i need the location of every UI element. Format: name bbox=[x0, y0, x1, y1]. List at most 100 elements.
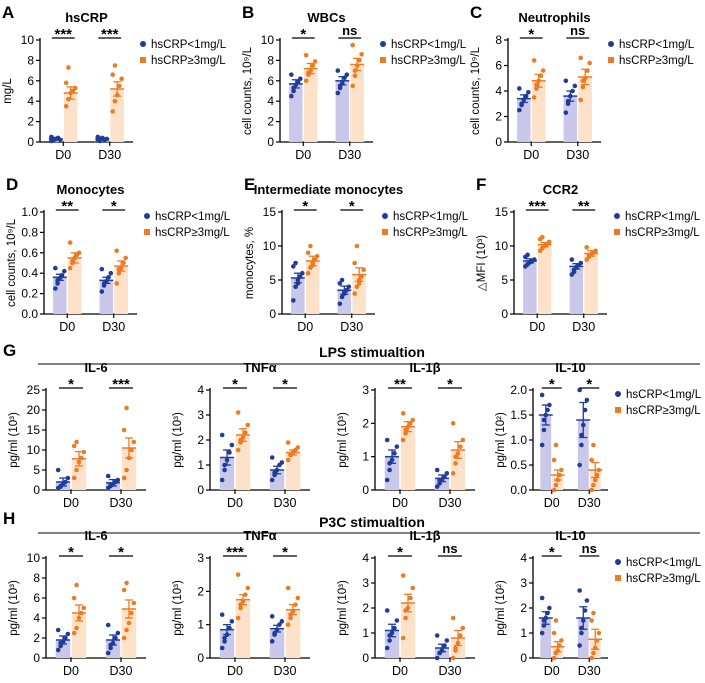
panel-h4-point-high bbox=[591, 610, 596, 616]
panel-f-legend-label-high: hsCRP≥3mg/L bbox=[625, 227, 700, 239]
panel-b-letter: B bbox=[242, 3, 254, 22]
panel-h2-sig-label: * bbox=[282, 544, 288, 561]
panel-g2-ylabel: pg/ml (10³) bbox=[172, 412, 184, 468]
panel-h1-point-high bbox=[121, 635, 127, 641]
panel-g1-y-tick-label: 15 bbox=[27, 423, 41, 437]
panel-g2-point-high bbox=[245, 422, 251, 428]
panel-h3-bar-high bbox=[450, 638, 466, 658]
panel-g1-y-tick-label: 5 bbox=[33, 463, 40, 477]
panel-b-point-low bbox=[335, 68, 341, 73]
panel-h3-bar-low bbox=[434, 648, 450, 658]
panel-h3-point-high bbox=[408, 595, 413, 601]
panel-e-y-tick-label: 10 bbox=[263, 239, 277, 253]
panel-c-point-high bbox=[580, 84, 586, 90]
panel-h2-point-high bbox=[285, 585, 291, 591]
panel-g3-point-low bbox=[434, 467, 440, 473]
panel-h4-bar-low bbox=[540, 618, 552, 658]
panel-b-point-low bbox=[344, 72, 350, 77]
panel-h2-x-tick-label: D30 bbox=[274, 664, 297, 678]
panel-g3-y-tick-label: 3 bbox=[362, 383, 369, 397]
panel-d-bar-low bbox=[53, 277, 67, 314]
panel-b-legend-marker-low bbox=[380, 41, 386, 47]
panel-g3-bar-high bbox=[450, 450, 466, 490]
panel-a-y-tick-label: 6 bbox=[27, 74, 34, 88]
panel-h4-point-high bbox=[596, 630, 602, 636]
panel-e-x-tick-label: D30 bbox=[340, 320, 363, 334]
panel-g2-y-tick-label: 3 bbox=[197, 408, 204, 422]
panel-g3-point-high bbox=[450, 471, 456, 476]
panel-g4-bar-low bbox=[577, 420, 589, 490]
panel-d-bar-low bbox=[99, 280, 114, 314]
panel-h4-point-low bbox=[577, 643, 582, 648]
panel-g2-point-low bbox=[222, 467, 227, 473]
panel-g1-point-high bbox=[131, 439, 137, 445]
panel-h2-point-high bbox=[238, 605, 243, 611]
panel-g3-point-low bbox=[384, 477, 390, 483]
panel-g4-point-high bbox=[553, 442, 559, 448]
panel-d-point-high bbox=[121, 260, 126, 266]
panel-g4-y-tick-label: 0.5 bbox=[510, 458, 527, 472]
panel-e-letter: E bbox=[244, 175, 255, 194]
panel-h4-point-low bbox=[582, 608, 588, 613]
panel-g3: IL-1β pg/ml (10³) 0 1 2 3 D0 ** D30 * bbox=[337, 360, 475, 510]
panel-h2-point-low bbox=[222, 635, 227, 641]
panel-c-y-tick-label: 4 bbox=[495, 84, 502, 98]
panel-h1-point-low bbox=[113, 635, 118, 641]
panel-g4-ylabel: pg/ml (10²) bbox=[495, 412, 507, 468]
panel-h2-point-low bbox=[269, 614, 275, 619]
panel-b-point-high bbox=[357, 58, 362, 63]
panel-b-bar-low bbox=[289, 83, 303, 142]
panel-d-point-high bbox=[76, 250, 82, 256]
panel-g4-y-tick-label: 1.5 bbox=[510, 408, 527, 422]
panel-g2-point-high bbox=[285, 440, 291, 445]
panel-h1-y-tick-label: 8 bbox=[33, 571, 40, 585]
panel-g3-point-high bbox=[400, 437, 406, 443]
panel-a-x-tick-label: D0 bbox=[55, 148, 71, 162]
panel-h3-point-high bbox=[450, 655, 456, 661]
panel-g4-point-low bbox=[545, 407, 550, 413]
panel-b-point-high bbox=[350, 42, 355, 48]
panel-h3-ylabel: pg/ml (10³) bbox=[337, 580, 349, 636]
panel-c-point-high bbox=[580, 78, 586, 84]
panel-h4-y-tick-label: 4 bbox=[520, 551, 527, 565]
panel-h1-y-tick-label: 10 bbox=[27, 551, 41, 565]
panel-g4-point-low bbox=[584, 397, 590, 403]
panel-g1-point-low bbox=[108, 482, 113, 488]
panel-e-point-low bbox=[339, 294, 345, 300]
panel-d-sig-label: * bbox=[111, 198, 117, 215]
panel-h2-point-high bbox=[245, 585, 251, 591]
panel-h1-y-tick-label: 2 bbox=[33, 631, 40, 645]
panel-b-x-tick-label: D30 bbox=[338, 148, 361, 162]
panel-h1: IL-6 pg/ml (10³) 0 2 4 6 8 10 D0 * D30 * bbox=[8, 528, 146, 678]
panel-e-title: Intermediate monocytes bbox=[254, 182, 404, 197]
panel-d-point-high bbox=[114, 248, 119, 254]
panel-g4-point-high bbox=[594, 472, 600, 478]
panel-g2-bar-high bbox=[235, 435, 251, 490]
panel-b-legend-label-low: hsCRP<1mg/L bbox=[391, 39, 467, 51]
panel-g2-point-high bbox=[295, 445, 301, 450]
panel-g2-point-low bbox=[229, 442, 235, 448]
panel-h2-point-low bbox=[219, 645, 225, 651]
panel-g1-point-low bbox=[55, 467, 61, 473]
panel-g2-y-tick-label: 0 bbox=[197, 483, 204, 497]
panel-f-point-low bbox=[578, 260, 584, 266]
panel-c-point-low bbox=[517, 86, 522, 91]
panel-h1-point-high bbox=[121, 587, 127, 593]
panel-f-x-tick-label: D30 bbox=[572, 320, 595, 334]
panel-b-bar-high bbox=[303, 68, 318, 142]
panel-c-legend-label-low: hsCRP<1mg/L bbox=[619, 39, 695, 51]
panel-g1-point-high bbox=[121, 427, 127, 433]
panel-c-point-low bbox=[526, 89, 531, 95]
panel-f-bar-high bbox=[537, 244, 552, 314]
panel-h4-y-tick-label: 1 bbox=[520, 626, 527, 640]
panel-c-sig-label: ns bbox=[570, 23, 585, 38]
panel-f-point-low bbox=[571, 269, 577, 275]
panel-f-point-low bbox=[525, 252, 530, 258]
panel-h4-point-high bbox=[589, 618, 594, 623]
panel-h4-point-high bbox=[553, 618, 559, 623]
panel-g1-point-high bbox=[124, 405, 129, 411]
panel-f-sig-label: ** bbox=[578, 198, 590, 215]
panel-g2-y-tick-label: 4 bbox=[197, 383, 204, 397]
panel-a-y-tick-label: 10 bbox=[21, 33, 35, 47]
panel-d-legend-label-high: hsCRP≥3mg/L bbox=[155, 227, 230, 239]
